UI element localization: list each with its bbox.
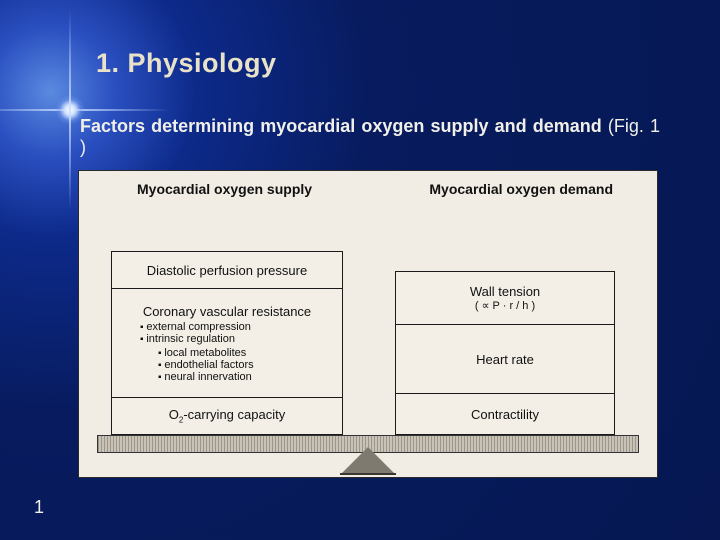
demand-column-header: Myocardial oxygen demand [429, 181, 613, 197]
sub-bullet-list: local metabolitesendothelial factorsneur… [158, 347, 332, 383]
supply-box-1: Coronary vascular resistance external com… [111, 288, 343, 398]
supply-column-header: Myocardial oxygen supply [137, 181, 312, 197]
page-number: 1 [34, 497, 44, 518]
bullet-item: endothelial factors [158, 359, 332, 371]
supply-stack: Diastolic perfusion pressure Coronary vas… [111, 252, 343, 435]
box-subline: ( ∝ P · r / h ) [406, 299, 604, 312]
demand-box-2: Contractility [395, 393, 615, 435]
demand-stack: Wall tension( ∝ P · r / h ) Heart rate Con… [395, 272, 615, 435]
bullet-item: neural innervation [158, 371, 332, 383]
demand-box-1: Heart rate [395, 324, 615, 394]
box-label: Contractility [406, 407, 604, 422]
slide-subtitle: Factors determining myocardial oxygen su… [80, 116, 660, 158]
bullet-list: external compressionintrinsic regulation [140, 321, 332, 345]
box-label: Coronary vascular resistance [122, 304, 332, 319]
balance-fulcrum [340, 447, 396, 475]
demand-box-0: Wall tension( ∝ P · r / h ) [395, 271, 615, 325]
balance-figure: Myocardial oxygen supply Myocardial oxyg… [78, 170, 658, 478]
slide-title: 1. Physiology [96, 48, 277, 79]
box-label: O2-carrying capacity [122, 407, 332, 425]
bullet-item: intrinsic regulation [140, 333, 332, 345]
supply-box-0: Diastolic perfusion pressure [111, 251, 343, 289]
subtitle-bold: Factors determining myocardial oxygen su… [80, 116, 602, 136]
box-label: Wall tension [406, 284, 604, 299]
bullet-item: external compression [140, 321, 332, 333]
bullet-item: local metabolites [158, 347, 332, 359]
box-label: Heart rate [406, 352, 604, 367]
supply-box-2: O2-carrying capacity [111, 397, 343, 435]
box-label: Diastolic perfusion pressure [122, 263, 332, 278]
